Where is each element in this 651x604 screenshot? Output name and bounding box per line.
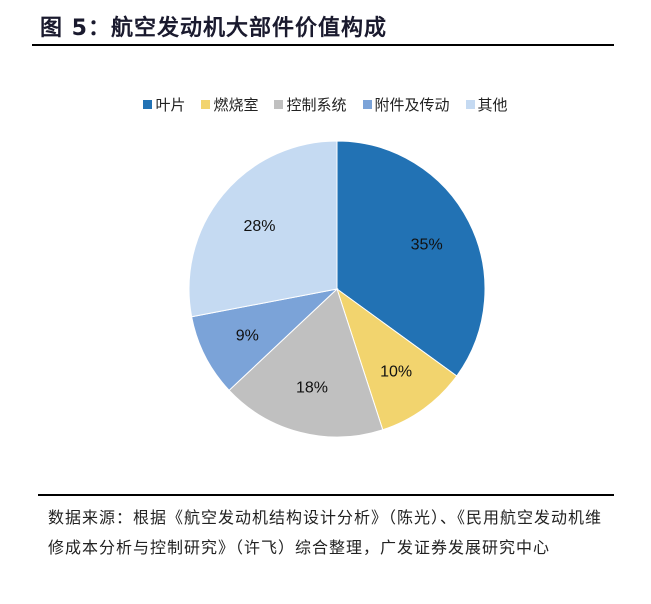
legend-label: 叶片	[155, 96, 186, 114]
legend-item-control: 控制系统	[274, 94, 347, 115]
source-note: 数据来源：根据《航空发动机结构设计分析》（陈光）、《民用航空发动机维修成本分析与…	[48, 508, 603, 557]
figure-title: 图 5：航空发动机大部件价值构成	[40, 16, 387, 41]
legend-label: 其他	[477, 96, 508, 114]
slice-value-label: 9%	[236, 328, 259, 345]
legend-swatch	[201, 100, 211, 109]
legend-swatch	[465, 100, 475, 109]
legend-item-accessories: 附件及传动	[362, 94, 450, 115]
legend-label: 附件及传动	[374, 96, 450, 114]
slice-value-label: 18%	[296, 379, 328, 396]
legend-swatch	[274, 100, 284, 109]
slice-value-label: 35%	[411, 236, 443, 253]
legend-swatch	[143, 100, 153, 109]
legend-label: 燃烧室	[213, 96, 259, 114]
slice-other	[188, 140, 338, 318]
slice-value-label: 10%	[380, 363, 412, 380]
chart-legend: 叶片 燃烧室 控制系统 附件及传动 其他	[0, 94, 651, 115]
legend-item-other: 其他	[465, 94, 508, 115]
title-divider	[32, 44, 614, 46]
legend-item-combustor: 燃烧室	[201, 94, 258, 115]
slice-combustor	[336, 287, 458, 431]
slice-blade	[336, 140, 486, 377]
pie-labels: 35% 10% 18% 9% 28%	[236, 218, 443, 397]
slice-control	[228, 288, 384, 438]
legend-item-blade: 叶片	[143, 94, 185, 115]
pie-slices	[188, 140, 486, 438]
source-divider	[38, 494, 614, 496]
slice-value-label: 28%	[243, 218, 275, 235]
slice-accessories	[191, 288, 339, 392]
legend-swatch	[362, 100, 372, 109]
legend-label: 控制系统	[286, 96, 347, 114]
